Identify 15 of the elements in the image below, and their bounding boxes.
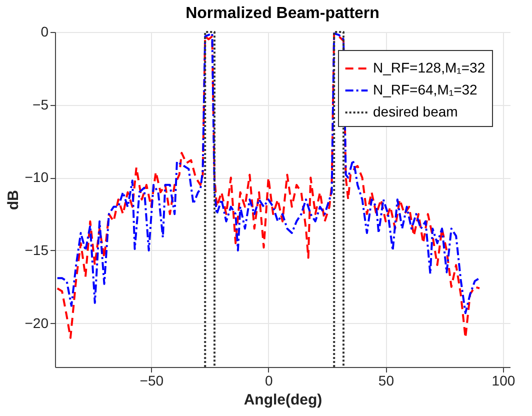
x-tick-label: −50 — [140, 372, 164, 388]
y-axis-title: dB — [4, 190, 22, 210]
legend-label: N_RF=64,M₁=32 — [373, 82, 478, 98]
y-tick-label: −20 — [24, 314, 49, 331]
legend-label: N_RF=128,M₁=32 — [373, 60, 486, 76]
x-axis-title: Angle(deg) — [244, 392, 322, 408]
legend-label: desired beam — [373, 104, 458, 120]
x-tick-label: 0 — [265, 372, 274, 388]
chart-title: Normalized Beam-pattern — [186, 5, 380, 22]
x-tick-label: 50 — [378, 372, 394, 388]
y-tick-label: −15 — [24, 242, 49, 258]
y-tick-label: −10 — [24, 169, 49, 186]
y-tick-label: 0 — [40, 24, 49, 40]
x-tick-label: 100 — [492, 372, 516, 388]
y-tick-label: −5 — [32, 96, 49, 112]
